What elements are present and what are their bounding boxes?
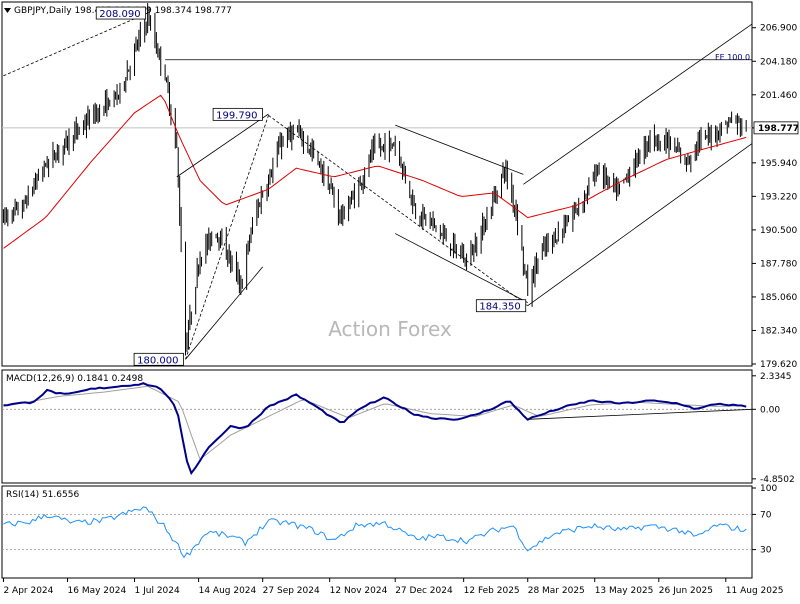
- macd-header-text: MACD(12,26,9) 0.1841 0.2498: [6, 374, 143, 384]
- callout-text: 199.790: [216, 110, 257, 121]
- price-axis-tick-label: 182.340: [760, 326, 797, 336]
- price-trendline: [395, 124, 524, 175]
- rsi-panel-frame: [1, 485, 753, 579]
- price-callout: 184.350: [475, 299, 527, 313]
- x-axis-tick-label: 13 May 2025: [595, 586, 654, 596]
- price-axis-tick-label: 204.180: [760, 57, 797, 67]
- callout-text: 184.350: [479, 302, 520, 313]
- x-axis-tick-label: 27 Dec 2024: [395, 586, 453, 596]
- moving-average-line: [3, 94, 747, 249]
- rsi-line: [3, 506, 747, 559]
- x-axis-tick-label: 12 Nov 2024: [330, 586, 388, 596]
- price-plot: 208.090 199.790 180.000 184.350 FE 100.0: [2, 3, 753, 366]
- macd-axis-tick-label: 2.3345: [760, 372, 792, 382]
- price-callout: 208.090: [95, 6, 147, 20]
- price-panel-frame: [1, 1, 753, 367]
- macd-plot: [2, 382, 753, 476]
- x-axis-tick-label: 11 Aug 2025: [726, 586, 784, 596]
- price-trendline: [3, 12, 148, 77]
- macd-axis-tick-label: 0.00: [760, 405, 780, 415]
- price-axis-tick-label: 198.777: [758, 124, 799, 134]
- dropdown-triangle-icon: [4, 8, 11, 13]
- x-axis-tick-label: 26 Jun 2025: [659, 586, 713, 596]
- price-bars: [2, 3, 747, 356]
- price-trendline: [523, 23, 753, 185]
- macd-panel-frame: [1, 369, 753, 484]
- callout-text: 180.000: [137, 355, 178, 366]
- x-axis-tick-label: 1 Jul 2024: [135, 586, 180, 596]
- macd-axis-tick-label: -4.8502: [760, 475, 795, 485]
- rsi-axis-tick-label: 30: [760, 546, 772, 556]
- x-axis-tick-label: 28 Mar 2025: [528, 586, 585, 596]
- price-axis-tick-label: 185.060: [760, 293, 797, 303]
- price-trendline: [527, 143, 753, 307]
- macd-signal-line: [3, 385, 747, 461]
- callout-box: [212, 107, 263, 121]
- rsi-axis-tick-label: 100: [760, 484, 777, 494]
- price-trendline: [176, 113, 269, 178]
- price-axis-tick-label: 206.900: [760, 24, 797, 34]
- price-axis-tick-label: 187.780: [760, 259, 797, 269]
- callout-box: [95, 6, 147, 20]
- x-axis-tick-label: 14 Aug 2024: [199, 586, 257, 596]
- price-trendline: [268, 115, 528, 307]
- price-trendline: [185, 115, 269, 360]
- x-axis-tick-label: 16 May 2024: [68, 586, 127, 596]
- last-price-box: [753, 121, 799, 135]
- watermark: Action Forex: [328, 317, 452, 341]
- callout-text: 208.090: [99, 9, 140, 20]
- rsi-header-text: RSI(14) 51.6556: [6, 490, 79, 500]
- price-trendline: [185, 266, 263, 360]
- rsi-plot: [2, 506, 752, 559]
- price-axis-tick-label: 190.500: [760, 226, 797, 236]
- callout-box: [475, 299, 527, 313]
- fe-label: FE 100.0: [715, 53, 750, 62]
- callout-text: FE 100.0: [715, 53, 750, 62]
- x-axis-tick-label: 27 Sep 2024: [263, 586, 320, 596]
- price-axis-tick-label: 179.620: [760, 360, 797, 370]
- price-callout: 180.000: [133, 352, 184, 366]
- price-callout: 199.790: [212, 107, 263, 121]
- macd-trendline: [527, 408, 753, 420]
- x-axis-tick-label: 2 Apr 2024: [3, 586, 53, 596]
- callout-box: [133, 352, 184, 366]
- macd-line: [3, 382, 747, 476]
- x-axis-tick-label: 12 Feb 2025: [464, 586, 520, 596]
- axes: 206.900 204.180 201.460 198.777 195.940 193.2…: [2, 24, 799, 596]
- price-axis-tick-label: 193.220: [760, 192, 797, 202]
- price-trendline: [395, 233, 528, 303]
- price-axis-tick-label: 195.940: [760, 159, 797, 169]
- price-axis-tick-label: 201.460: [760, 91, 797, 101]
- rsi-axis-tick-label: 70: [760, 510, 772, 520]
